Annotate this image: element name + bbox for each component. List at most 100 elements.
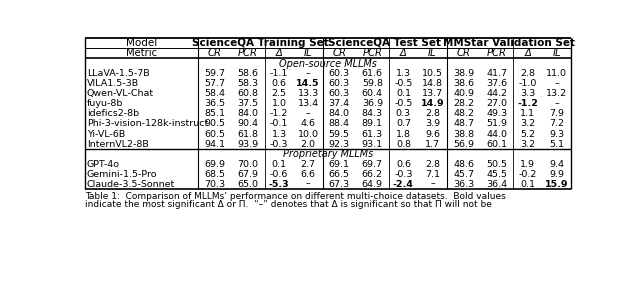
Text: Claude-3.5-Sonnet: Claude-3.5-Sonnet	[87, 179, 175, 188]
Text: 60.3: 60.3	[329, 90, 350, 99]
Text: 14.9: 14.9	[420, 99, 444, 108]
Text: 2.0: 2.0	[301, 140, 316, 149]
Text: -1.2: -1.2	[517, 99, 538, 108]
Text: 59.8: 59.8	[362, 79, 383, 88]
Text: 0.1: 0.1	[396, 90, 411, 99]
Text: 69.1: 69.1	[329, 160, 349, 168]
Text: 9.3: 9.3	[549, 129, 564, 138]
Text: PCR: PCR	[486, 48, 507, 58]
Text: PCR: PCR	[362, 48, 382, 58]
Text: Open-source MLLMs: Open-source MLLMs	[279, 59, 377, 69]
Text: Δ: Δ	[524, 48, 531, 58]
Text: 3.3: 3.3	[520, 90, 535, 99]
Text: MMStar Validation Set: MMStar Validation Set	[443, 38, 575, 48]
Text: 13.3: 13.3	[298, 90, 319, 99]
Text: 5.1: 5.1	[549, 140, 564, 149]
Text: PCR: PCR	[238, 48, 258, 58]
Text: 0.7: 0.7	[396, 119, 411, 129]
Text: 50.5: 50.5	[486, 160, 507, 168]
Text: 27.0: 27.0	[486, 99, 507, 108]
Text: LLaVA-1.5-7B: LLaVA-1.5-7B	[87, 69, 150, 78]
Text: 37.5: 37.5	[237, 99, 259, 108]
Text: fuyu-8b: fuyu-8b	[87, 99, 124, 108]
Text: 48.6: 48.6	[453, 160, 474, 168]
Text: 70.0: 70.0	[237, 160, 259, 168]
Text: 1.0: 1.0	[271, 99, 287, 108]
Text: 28.2: 28.2	[453, 99, 474, 108]
Text: 60.4: 60.4	[362, 90, 383, 99]
Text: 85.1: 85.1	[204, 110, 225, 118]
Text: 9.4: 9.4	[549, 160, 564, 168]
Text: 0.8: 0.8	[396, 140, 411, 149]
Text: 59.7: 59.7	[204, 69, 225, 78]
Text: 58.3: 58.3	[237, 79, 259, 88]
Text: ScienceQA Training Set: ScienceQA Training Set	[192, 38, 329, 48]
Text: 89.1: 89.1	[362, 119, 383, 129]
Text: 0.1: 0.1	[520, 179, 535, 188]
Text: 2.8: 2.8	[520, 69, 535, 78]
Text: -0.1: -0.1	[270, 119, 288, 129]
Text: 58.4: 58.4	[204, 90, 225, 99]
Text: 59.5: 59.5	[329, 129, 349, 138]
Text: 64.9: 64.9	[362, 179, 383, 188]
Text: Gemini-1.5-Pro: Gemini-1.5-Pro	[87, 170, 157, 179]
Text: 3.2: 3.2	[520, 119, 535, 129]
Text: 38.6: 38.6	[453, 79, 474, 88]
Text: 9.9: 9.9	[549, 170, 564, 179]
Text: 93.1: 93.1	[362, 140, 383, 149]
Text: –: –	[306, 110, 310, 118]
Text: 0.6: 0.6	[271, 79, 287, 88]
Text: -0.6: -0.6	[270, 170, 288, 179]
Text: 90.5: 90.5	[204, 119, 225, 129]
Text: 60.3: 60.3	[329, 79, 350, 88]
Text: 68.5: 68.5	[204, 170, 225, 179]
Text: -0.5: -0.5	[394, 99, 413, 108]
Text: 36.5: 36.5	[204, 99, 225, 108]
Text: –: –	[554, 99, 559, 108]
Text: 7.9: 7.9	[549, 110, 564, 118]
Text: 69.9: 69.9	[204, 160, 225, 168]
Text: 84.3: 84.3	[362, 110, 383, 118]
Text: 5.2: 5.2	[520, 129, 535, 138]
Text: -1.1: -1.1	[270, 69, 288, 78]
Text: 14.5: 14.5	[296, 79, 320, 88]
Text: 2.5: 2.5	[271, 90, 287, 99]
Text: Yi-VL-6B: Yi-VL-6B	[87, 129, 125, 138]
Text: 10.0: 10.0	[298, 129, 319, 138]
Text: 44.0: 44.0	[486, 129, 507, 138]
Text: 60.3: 60.3	[329, 69, 350, 78]
Text: 13.4: 13.4	[298, 99, 319, 108]
Text: 9.6: 9.6	[425, 129, 440, 138]
Text: 1.1: 1.1	[520, 110, 535, 118]
Text: Δ: Δ	[400, 48, 407, 58]
Text: 61.6: 61.6	[362, 69, 383, 78]
Text: 3.2: 3.2	[520, 140, 535, 149]
Text: 61.8: 61.8	[237, 129, 259, 138]
Text: -0.2: -0.2	[518, 170, 537, 179]
Text: -0.5: -0.5	[394, 79, 413, 88]
Text: –: –	[554, 79, 559, 88]
Text: 13.7: 13.7	[422, 90, 443, 99]
Text: -1.2: -1.2	[270, 110, 288, 118]
Text: InternVL2-8B: InternVL2-8B	[87, 140, 148, 149]
Text: 40.9: 40.9	[453, 90, 474, 99]
Text: 2.7: 2.7	[301, 160, 316, 168]
Text: -0.3: -0.3	[270, 140, 288, 149]
Text: –: –	[306, 179, 310, 188]
Text: 0.1: 0.1	[271, 160, 287, 168]
Text: 65.0: 65.0	[237, 179, 259, 188]
Text: 36.4: 36.4	[486, 179, 507, 188]
Text: -1.0: -1.0	[518, 79, 537, 88]
Text: 45.5: 45.5	[486, 170, 507, 179]
Text: 60.8: 60.8	[237, 90, 259, 99]
Text: 36.9: 36.9	[362, 99, 383, 108]
Text: 67.9: 67.9	[237, 170, 259, 179]
Text: –: –	[430, 179, 435, 188]
Text: 56.9: 56.9	[453, 140, 474, 149]
Text: 7.1: 7.1	[425, 170, 440, 179]
Text: 70.3: 70.3	[204, 179, 225, 188]
Text: 84.0: 84.0	[237, 110, 259, 118]
Text: Metric: Metric	[126, 48, 157, 58]
Text: 51.9: 51.9	[486, 119, 507, 129]
Text: 10.5: 10.5	[422, 69, 443, 78]
